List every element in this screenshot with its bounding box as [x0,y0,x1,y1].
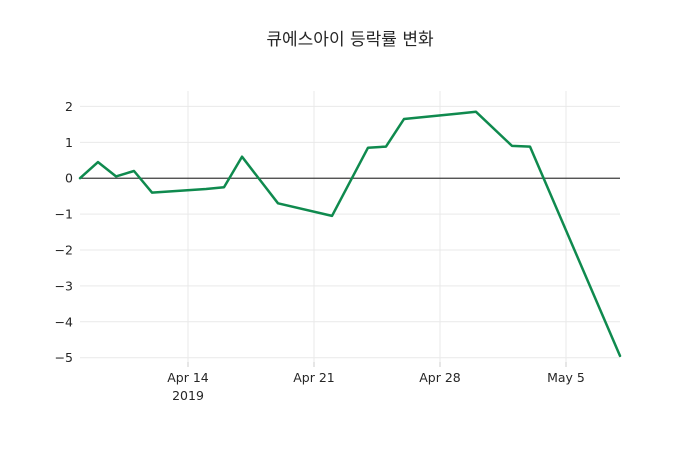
x-tick-label: Apr 21 [293,370,335,385]
x-tick-label: Apr 28 [419,370,461,385]
y-tick-label: 2 [65,99,73,114]
price-change-line [78,110,622,358]
y-tick-label: −2 [55,243,73,258]
y-tick-label: −4 [55,314,73,329]
y-tick-label: −1 [55,207,73,222]
y-tick-label: −3 [55,278,73,293]
x-tick-sublabel: 2019 [172,388,204,403]
y-tick-label: 1 [65,135,73,150]
y-tick-label: 0 [65,171,73,186]
chart-title: 큐에스아이 등락률 변화 [266,30,434,50]
x-tick-label: Apr 14 [167,370,209,385]
x-tick-label: May 5 [547,370,585,385]
y-tick-label: −5 [55,350,73,365]
